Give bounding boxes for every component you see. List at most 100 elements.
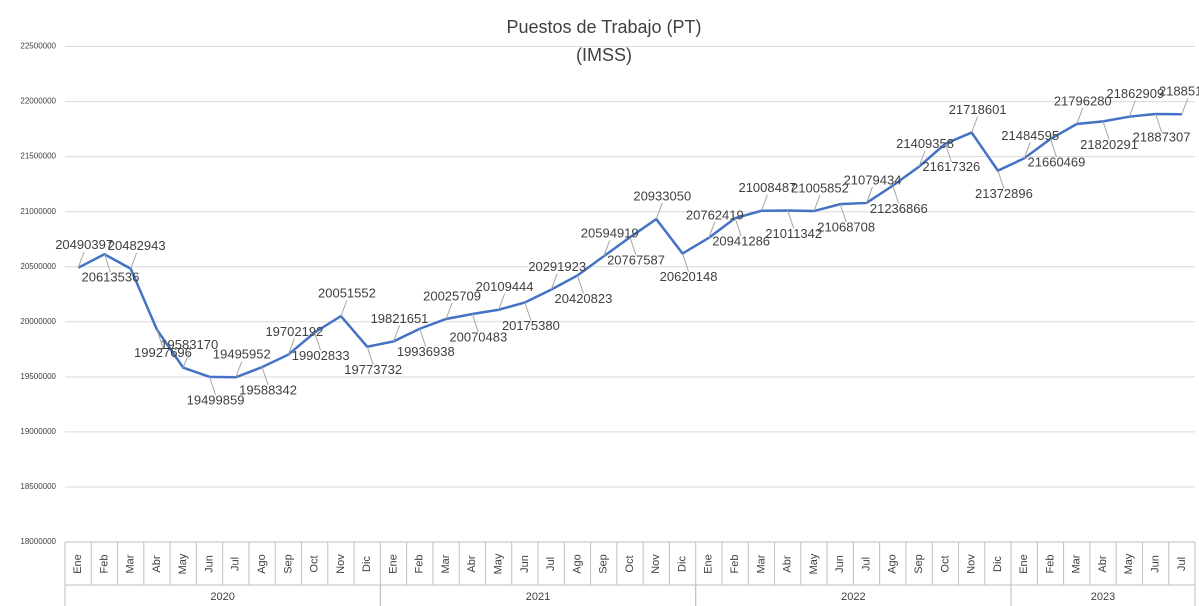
data-label: 19583170 [160,337,218,352]
leader-line [576,275,584,294]
leader-line [866,186,873,204]
y-tick-label: 21500000 [20,152,56,161]
data-label: 19902833 [292,348,350,363]
x-tick-label: Ago [256,554,268,574]
x-tick-label: Jun [834,555,846,573]
x-tick-label: May [808,553,820,574]
leader-line [156,329,164,348]
year-label: 2020 [210,591,234,603]
data-label: 21011342 [765,226,822,241]
x-tick-label: Ene [387,554,399,574]
x-tick-label: May [177,553,189,574]
leader-line [524,302,532,321]
x-tick-label: Ene [72,554,84,574]
x-tick-label: Feb [98,555,110,574]
x-tick-label: Ene [1018,554,1030,574]
leader-line [261,366,269,386]
leader-line [235,361,243,378]
leader-line [1049,138,1057,158]
x-tick-label: May [1123,553,1135,574]
leader-line [682,253,690,272]
leader-line [629,237,637,256]
leader-line [103,254,111,273]
leader-line [918,150,926,167]
leader-line [787,210,795,229]
data-label: 21079434 [844,172,902,187]
leader-line [997,170,1005,189]
data-label: 20070483 [449,329,507,344]
y-tick-label: 18000000 [20,537,56,546]
data-label: 21885139 [1159,84,1199,99]
leader-line [471,313,479,333]
leader-line [445,302,453,320]
data-label: 20291923 [528,259,586,274]
x-tick-label: May [493,553,505,574]
x-tick-label: Dic [676,556,688,572]
data-label: 21862909 [1106,86,1164,101]
x-tick-label: Jun [519,555,531,573]
data-label: 21887307 [1133,129,1191,144]
leader-line [209,376,217,396]
data-label: 20482943 [108,238,166,253]
leader-line [892,185,900,204]
x-tick-label: Sep [282,554,294,574]
leader-line [498,293,506,310]
data-label: 20762419 [686,207,744,222]
x-tick-label: Nov [966,554,978,574]
leader-line [708,221,716,239]
data-label: 20613536 [81,270,139,285]
x-tick-label: Ago [571,554,583,574]
x-tick-label: Abr [151,555,163,572]
leader-line [1155,113,1163,133]
y-tick-label: 22500000 [20,42,56,51]
data-label: 20620148 [660,269,718,284]
line-series [77,112,1182,379]
leader-line [734,217,742,237]
data-label: 21660469 [1028,154,1086,169]
leader-line [340,299,348,317]
data-label: 21005852 [791,180,849,195]
y-tick-label: 21000000 [20,207,56,216]
leader-line [366,346,374,365]
x-tick-label: Abr [466,555,478,572]
data-label: 20420823 [555,291,613,306]
data-label: 20767587 [607,253,665,268]
y-tick-label: 18500000 [20,482,56,491]
data-label: 19495952 [213,347,271,362]
leader-line [1181,98,1189,115]
data-label: 20933050 [633,188,691,203]
leader-line [77,251,85,268]
leader-line [760,194,768,211]
leader-line [813,194,821,212]
x-tick-label: Oct [624,555,636,572]
y-tick-label: 20000000 [20,317,56,326]
data-label: 19936938 [397,344,455,359]
data-label: 20490397 [55,237,113,252]
leader-line [971,116,979,133]
x-tick-label: Mar [1071,554,1083,573]
leader-line [130,252,138,269]
leader-line [603,240,611,257]
data-label: 21372896 [975,186,1033,201]
x-tick-label: Ago [887,554,899,574]
data-label: 20051552 [318,286,376,301]
data-label: 21718601 [949,102,1007,117]
data-label: 21409358 [896,136,954,151]
data-label: 21008487 [738,180,796,195]
y-tick-label: 19000000 [20,427,56,436]
data-label: 21068708 [817,220,875,235]
data-label: 19702192 [265,324,323,339]
x-tick-label: Jun [1149,555,1161,573]
x-tick-label: Sep [913,554,925,574]
data-label: 21820291 [1080,137,1138,152]
leader-line [1102,121,1110,140]
leader-line [1128,100,1136,117]
y-tick-label: 19500000 [20,372,56,381]
leader-line [550,273,558,290]
data-label: 19499859 [187,392,245,407]
x-tick-label: Feb [414,555,426,574]
x-tick-label: Dic [361,556,373,572]
year-label: 2021 [526,591,550,603]
chart-subtitle: (IMSS) [576,45,632,65]
